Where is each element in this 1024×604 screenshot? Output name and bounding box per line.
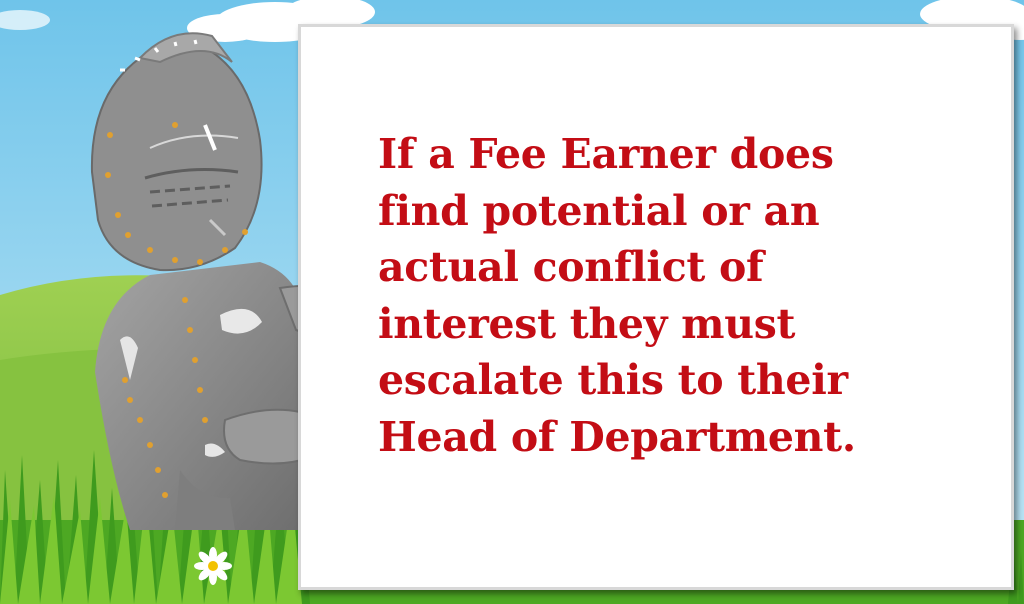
message-line: escalate this to their	[378, 356, 848, 404]
message-line: interest they must	[378, 299, 796, 348]
message-line: If a Fee Earner does	[378, 130, 834, 178]
message-line: Head of Department.	[378, 412, 856, 461]
message-text: If a Fee Earner does find potential or a…	[378, 126, 978, 465]
message-card	[298, 24, 1014, 590]
message-line: actual conflict of	[378, 243, 764, 291]
daisy-icon	[194, 547, 232, 585]
message-line: find potential or an	[378, 186, 820, 235]
